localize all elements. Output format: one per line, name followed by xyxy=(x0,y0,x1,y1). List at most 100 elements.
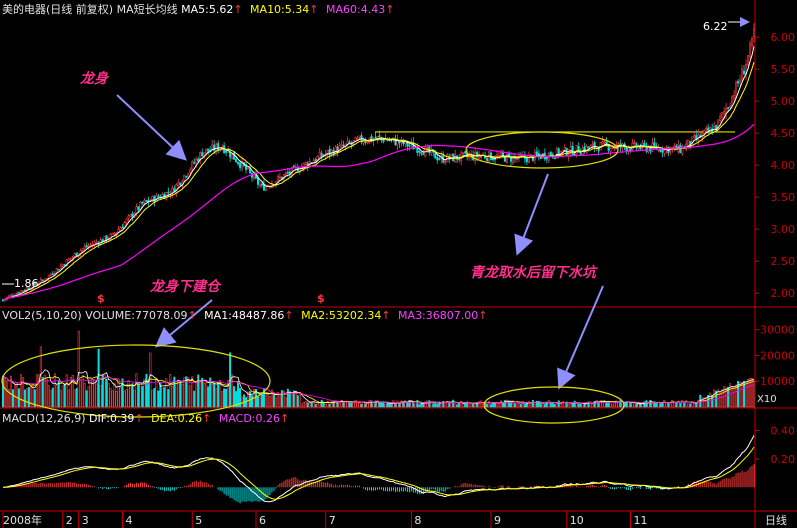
volume-bar-300 xyxy=(599,400,602,408)
candle-body-144 xyxy=(288,171,291,174)
candle-body-35 xyxy=(71,256,74,258)
volume-bar-72 xyxy=(145,373,148,408)
volume-bar-154 xyxy=(308,401,311,408)
volume-bar-143 xyxy=(286,388,289,408)
volume-bar-85 xyxy=(171,385,174,408)
volume-bar-367 xyxy=(733,387,736,408)
candle-body-290 xyxy=(579,153,582,155)
volume-bar-30 xyxy=(61,385,64,408)
candle-body-25 xyxy=(51,273,54,276)
time-label-5: 6 xyxy=(259,514,266,527)
volume-bar-1 xyxy=(3,378,6,408)
volume-bar-244 xyxy=(488,400,491,408)
candle-body-187 xyxy=(374,137,377,140)
candle-body-44 xyxy=(89,244,92,247)
macd-tick-label-0: 0.20 xyxy=(771,453,796,466)
price-tick-label-5: 4.50 xyxy=(771,127,796,140)
vol-tick-label-1: 20000 xyxy=(760,349,795,362)
annotation-arrow-3 xyxy=(557,285,604,390)
time-label-3: 4 xyxy=(126,514,133,527)
candle-body-255 xyxy=(509,156,512,162)
macd-dif: DIF:0.39 xyxy=(89,412,135,425)
volume-bar-26 xyxy=(53,373,56,408)
volume-bar-25 xyxy=(51,387,54,408)
candle-body-139 xyxy=(278,176,281,179)
volume-bar-169 xyxy=(338,402,341,408)
volume-bar-71 xyxy=(143,378,146,408)
candle-body-159 xyxy=(318,151,321,158)
volume-bar-342 xyxy=(683,402,686,408)
volume-bar-317 xyxy=(633,404,636,408)
volume-bar-236 xyxy=(472,403,475,408)
volume-bar-141 xyxy=(282,390,285,408)
price-tick-label-8: 6.00 xyxy=(771,31,796,44)
volume-bar-128 xyxy=(256,396,259,408)
candle-body-68 xyxy=(137,206,140,210)
candle-body-253 xyxy=(505,153,508,163)
candle-body-315 xyxy=(629,149,632,151)
candle-body-211 xyxy=(422,153,425,156)
volume-bar-233 xyxy=(466,401,469,408)
volume-bar-54 xyxy=(109,387,112,408)
volume-bar-145 xyxy=(290,392,293,408)
candle-body-55 xyxy=(111,232,114,235)
ma10-arrow: ↑ xyxy=(309,3,319,16)
volume-bar-83 xyxy=(167,389,170,408)
volume-bar-137 xyxy=(274,397,277,408)
volume-bar-151 xyxy=(302,401,305,408)
volume-bar-42 xyxy=(85,390,88,408)
candle-body-254 xyxy=(507,153,510,156)
volume-bar-82 xyxy=(165,378,168,408)
volume-bar-50 xyxy=(101,375,104,408)
volume-bar-363 xyxy=(725,387,728,408)
volume-bar-95 xyxy=(191,376,194,408)
volume-bar-260 xyxy=(519,404,522,408)
volume-bar-181 xyxy=(362,401,365,408)
volume-bar-86 xyxy=(173,376,176,408)
candle-body-314 xyxy=(627,147,630,152)
candle-body-52 xyxy=(105,235,108,241)
volume-bar-225 xyxy=(450,403,453,408)
volume-bar-187 xyxy=(374,400,377,408)
volume-bar-279 xyxy=(557,400,560,408)
candle-body-289 xyxy=(577,146,580,153)
candle-body-123 xyxy=(247,167,250,170)
volume-bar-90 xyxy=(181,384,184,408)
volume-bar-14 xyxy=(29,386,32,408)
volume-bar-67 xyxy=(135,373,138,408)
volume-bar-109 xyxy=(219,379,222,408)
volume-unit-label: X10 xyxy=(757,394,777,405)
volume-bar-175 xyxy=(350,402,353,408)
volume-bar-329 xyxy=(657,402,660,408)
candle-body-268 xyxy=(535,151,538,156)
candle-body-171 xyxy=(342,144,345,147)
macd-dif-arrow: ↑ xyxy=(134,412,144,425)
candle-body-116 xyxy=(233,152,236,160)
candle-body-126 xyxy=(253,174,255,180)
candle-body-348 xyxy=(695,135,698,140)
volume-bar-372 xyxy=(743,380,746,408)
volume-bar-78 xyxy=(157,390,160,408)
volume-bar-288 xyxy=(575,402,578,408)
volume-bar-120 xyxy=(241,396,244,408)
volume-bar-89 xyxy=(179,380,182,408)
candle-body-124 xyxy=(249,168,252,173)
candle-body-375 xyxy=(749,43,752,58)
candle-body-327 xyxy=(653,142,656,147)
candle-body-115 xyxy=(231,153,234,159)
volume-bar-231 xyxy=(462,403,465,408)
candle-body-374 xyxy=(747,55,750,65)
candle-body-264 xyxy=(527,154,530,164)
volume-bar-116 xyxy=(233,386,236,408)
volume-bar-179 xyxy=(358,402,361,408)
candle-body-29 xyxy=(59,265,62,270)
volume-bar-156 xyxy=(312,400,315,408)
candle-body-119 xyxy=(239,163,242,168)
volume-bar-33 xyxy=(67,389,70,408)
volume-bar-139 xyxy=(278,394,281,408)
volume-bar-298 xyxy=(595,399,598,408)
volume-bar-212 xyxy=(424,401,427,408)
volume-bar-118 xyxy=(237,381,240,408)
volume-bar-180 xyxy=(360,403,363,408)
volume-bar-375 xyxy=(749,378,752,408)
